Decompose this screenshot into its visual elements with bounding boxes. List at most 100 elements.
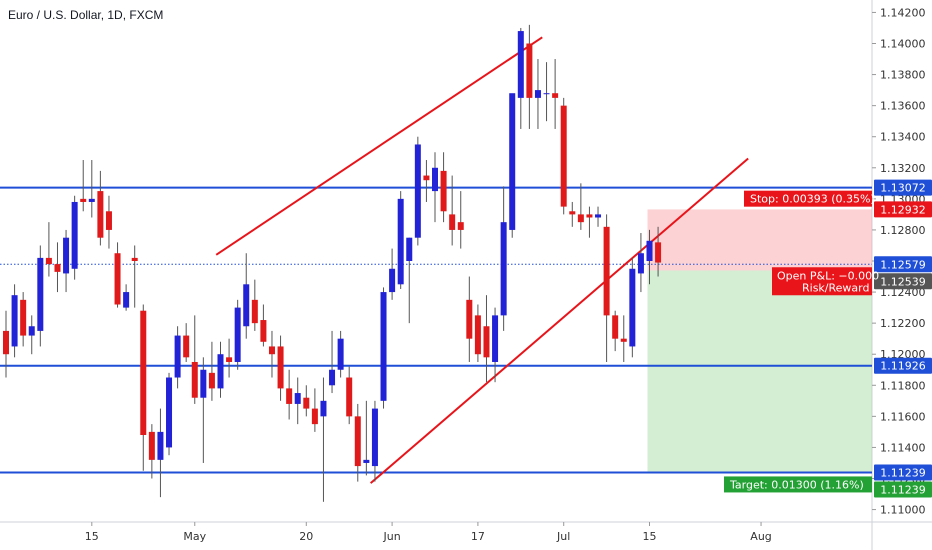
candle-body: [243, 284, 250, 327]
candle-body: [329, 369, 336, 386]
candle-body: [457, 222, 464, 230]
y-tick-label: 1.11800: [880, 379, 926, 392]
candle-body: [131, 257, 138, 261]
channel-line-lower: [369, 157, 749, 484]
candle-body: [500, 222, 507, 316]
candle-body: [277, 346, 284, 389]
pnl-box-bg: [772, 267, 872, 296]
y-tick-label: 1.11600: [880, 410, 926, 423]
candle-body: [509, 93, 516, 230]
candle-body: [629, 268, 636, 347]
candle-body: [311, 408, 318, 425]
current-price-tag-bg: [874, 256, 932, 273]
candle-body: [294, 393, 301, 404]
candle-body: [646, 240, 653, 261]
candle-body: [406, 237, 413, 261]
candle-body: [577, 214, 584, 223]
candle-body: [63, 237, 70, 274]
y-tick-label: 1.12800: [880, 224, 926, 237]
candles-group: [3, 24, 662, 502]
candle-body: [397, 198, 404, 285]
y-tick-label: 1.13600: [880, 100, 926, 113]
candle-body: [432, 167, 438, 192]
y-tick-label: 1.13200: [880, 162, 926, 175]
y-tick-label: 1.14200: [880, 6, 926, 19]
candle-body: [449, 214, 456, 230]
candle-body: [603, 226, 610, 316]
y-tick-label: 1.12200: [880, 317, 926, 330]
chart-title: Euro / U.S. Dollar, 1D, FXCM: [8, 8, 164, 22]
candle-body: [97, 191, 104, 238]
target-price-tag-bg: [874, 481, 932, 498]
candle-body: [157, 431, 164, 460]
candle-body: [586, 214, 593, 218]
support-middle-price-tag: 1.11926: [880, 360, 926, 373]
candle-body: [534, 90, 541, 98]
candle-body: [440, 170, 447, 212]
candle-body: [208, 372, 215, 389]
candle-body: [637, 253, 644, 274]
candle-body: [166, 377, 173, 448]
candle-body: [20, 299, 27, 336]
candle-body: [105, 211, 112, 230]
candle-body: [226, 357, 233, 362]
candle-body: [148, 431, 155, 460]
x-tick-label: 15: [85, 530, 99, 543]
candle-body: [346, 377, 353, 417]
y-tick-label: 1.11400: [880, 441, 926, 454]
resistance-price-tag: 1.13072: [880, 182, 926, 195]
candle-body: [28, 326, 35, 336]
candle-body: [543, 93, 550, 95]
candle-body: [380, 292, 387, 401]
support-lower-price-tag-bg: [874, 464, 932, 481]
candle-body: [183, 335, 190, 358]
candle-body: [414, 144, 421, 238]
pnl-label: Open P&L: −0.000: [777, 269, 879, 282]
candle-body: [595, 214, 602, 218]
x-tick-label: Jun: [383, 530, 401, 543]
target-label-bg: [724, 476, 872, 493]
stop-zone: [647, 209, 872, 271]
candle-body: [466, 299, 473, 339]
candle-body: [200, 369, 207, 398]
candle-body: [174, 335, 181, 378]
candle-body: [655, 242, 662, 263]
candle-body: [569, 211, 576, 215]
candle-body: [320, 400, 327, 417]
target-price-tag: 1.11239: [880, 483, 926, 496]
candle-body: [88, 198, 95, 202]
candle-body: [114, 253, 121, 305]
x-tick-label: 15: [643, 530, 657, 543]
support-middle-price-tag-bg: [874, 357, 932, 374]
candle-body: [251, 299, 258, 324]
risk-reward-label: Risk/Reward: [802, 281, 869, 294]
candle-body: [492, 315, 499, 362]
candle-body: [260, 320, 267, 342]
y-tick-label: 1.13800: [880, 69, 926, 82]
y-tick-label: 1.14000: [880, 38, 926, 51]
candle-body: [140, 310, 147, 435]
x-tick-label: 20: [299, 530, 313, 543]
candle-body: [423, 175, 430, 181]
candle-body: [371, 408, 378, 467]
resistance-price-tag-bg: [874, 179, 932, 196]
candle-body: [80, 198, 87, 202]
target-label: Target: 0.01300 (1.16%): [729, 478, 864, 491]
candle-body: [37, 257, 44, 331]
stop-price-tag-bg: [874, 201, 932, 218]
entry-price-tag-bg: [874, 273, 932, 290]
candle-body: [71, 201, 78, 269]
stop-price-tag: 1.12932: [880, 203, 926, 216]
candle-body: [483, 326, 490, 358]
support-lower-price-tag: 1.11239: [880, 466, 926, 479]
candle-body: [191, 361, 198, 398]
candle-body: [3, 330, 9, 355]
stop-label-bg: [744, 190, 872, 207]
candle-body: [354, 416, 361, 467]
x-tick-label: 17: [471, 530, 485, 543]
candle-body: [11, 295, 18, 347]
channel-line-upper: [215, 36, 543, 256]
candle-body: [560, 105, 567, 207]
